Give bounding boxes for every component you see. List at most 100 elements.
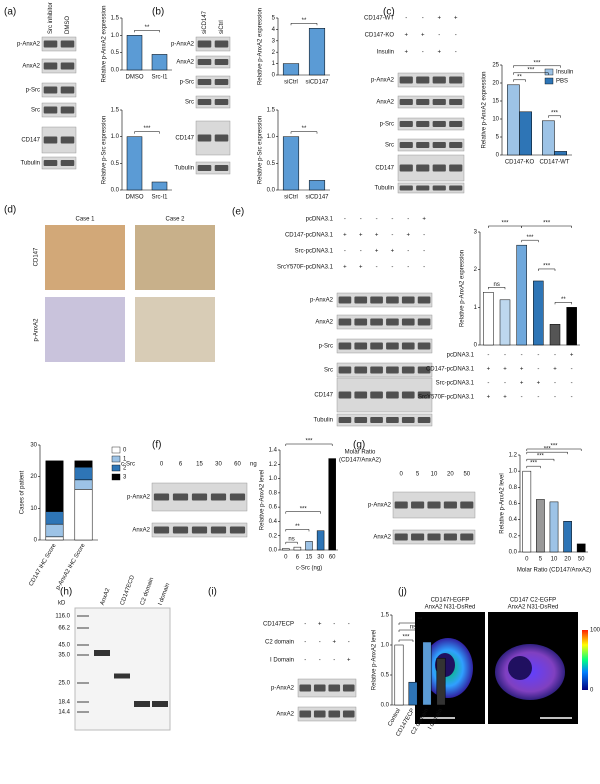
blot-band: [214, 79, 229, 85]
blot-band: [370, 318, 383, 326]
colorbar: [582, 630, 588, 690]
blot-band: [399, 99, 413, 105]
x-tick-label: CD147-WT: [539, 160, 569, 166]
condition-sign: +: [437, 16, 441, 22]
x-tick-label: 50: [578, 557, 585, 563]
lane-label: 60: [234, 462, 241, 468]
legend-label: 1: [123, 457, 127, 463]
condition-sign: -: [571, 395, 573, 401]
sig-label: ***: [543, 264, 551, 270]
blot-row-label: p-AnxA2: [310, 298, 334, 304]
sig-bracket: [290, 23, 318, 26]
x-tick-label: DMSO: [126, 195, 144, 201]
lane-label: 15: [196, 462, 203, 468]
sig-bracket: [398, 639, 414, 642]
sig-label: ***: [530, 461, 538, 467]
x-axis-label: Molar Ratio (CD147/AnxA2): [517, 568, 591, 574]
legend-label: PBS: [556, 79, 568, 85]
condition-label: Src-pcDNA3.1: [295, 249, 334, 255]
blot-strip: [397, 95, 465, 109]
condition-label: Insulin: [377, 50, 394, 56]
legend-label: 2: [123, 466, 127, 472]
blot-band: [172, 526, 189, 534]
y-tick-label: 15: [492, 99, 499, 105]
blot-band: [197, 99, 212, 105]
lane-label: DMSO: [65, 16, 71, 34]
sig-label: **: [145, 25, 150, 31]
blot-row-label: Src: [385, 143, 394, 149]
blot-row-label: p-Src: [26, 88, 40, 94]
gel-lane: I domain: [158, 583, 172, 607]
blot-band: [386, 318, 399, 326]
blot-band: [191, 493, 208, 501]
blot-band: [416, 185, 430, 191]
condition-sign: -: [376, 265, 378, 271]
y-tick-label: 3: [474, 230, 478, 236]
condition-sign: +: [437, 50, 441, 56]
sig-label: ***: [537, 454, 545, 460]
y-tick-label: 1.5: [111, 108, 120, 114]
blot-band: [354, 296, 368, 304]
blot-row-label: p-AnxA2: [171, 42, 195, 48]
blot-row-label: Tubulin: [21, 161, 40, 167]
blot-band: [370, 391, 383, 399]
y-tick-label: 10: [492, 117, 499, 123]
blot-band: [338, 417, 352, 423]
condition-sign: -: [304, 622, 306, 628]
colorbar-label: 0: [590, 688, 594, 694]
x-tick-label: CD147-KO: [505, 160, 535, 166]
y-tick-label: 0.8: [509, 485, 518, 491]
lane-label: Src inhibitor: [48, 2, 54, 34]
blot-row-label: AnxA2: [373, 535, 391, 541]
blot-band: [399, 76, 413, 84]
blot-row-label: Src: [31, 108, 40, 114]
blot-band: [153, 526, 170, 534]
blot-band: [214, 59, 229, 65]
y-tick-label: 0.4: [269, 519, 278, 525]
y-tick-label: 0.0: [111, 68, 120, 74]
y-tick-label: 1.5: [111, 16, 120, 22]
y-tick-label: 0: [474, 343, 478, 349]
blot-row-label: AnxA2: [376, 100, 394, 106]
y-tick-label: 1.4: [269, 448, 278, 454]
gel-band: [152, 701, 168, 707]
condition-sign: +: [570, 353, 574, 359]
condition-sign: -: [348, 622, 350, 628]
blot-row-label: Src: [324, 368, 333, 374]
condition-sign: -: [423, 249, 425, 255]
ihc-column: Case 2: [165, 217, 185, 223]
blot-band: [386, 296, 399, 304]
blot-band: [338, 366, 352, 374]
blot-band: [417, 342, 431, 350]
condition-sign: -: [344, 249, 346, 255]
y-tick-label: 0.8: [269, 490, 278, 496]
condition-sign: -: [487, 381, 489, 387]
sig-bracket: [538, 268, 556, 271]
blot-band: [416, 121, 430, 127]
condition-sign: -: [571, 367, 573, 373]
condition-label: CD147-pcDNA3.1: [285, 233, 334, 239]
blot-band: [191, 526, 208, 534]
y-tick-label: 0: [496, 153, 500, 159]
lane-label: siCD147: [202, 10, 208, 34]
blot-band: [449, 185, 463, 191]
ihc-row: CD147: [34, 247, 40, 266]
blot-band: [354, 391, 368, 399]
x-tick-label: 6: [296, 555, 300, 561]
y-tick-label: 2: [474, 267, 478, 273]
blot-row-label: AnxA2: [315, 320, 333, 326]
gel-band: [114, 673, 130, 679]
sig-label: ***: [544, 447, 552, 453]
blot-band: [432, 185, 446, 191]
blot-row-label: CD147: [21, 138, 40, 144]
blot-band: [399, 164, 413, 172]
sig-label: ***: [501, 221, 509, 227]
condition-sign: +: [503, 395, 507, 401]
panel-letter: (g): [353, 440, 365, 451]
condition-sign: -: [376, 217, 378, 223]
x-tick-label: CD147 IHC Score: [28, 542, 58, 587]
x-tick-label: Src-I1: [151, 75, 168, 81]
blot-strip: [297, 706, 357, 722]
y-tick-label: 5: [272, 16, 276, 22]
blot-band: [386, 417, 399, 423]
